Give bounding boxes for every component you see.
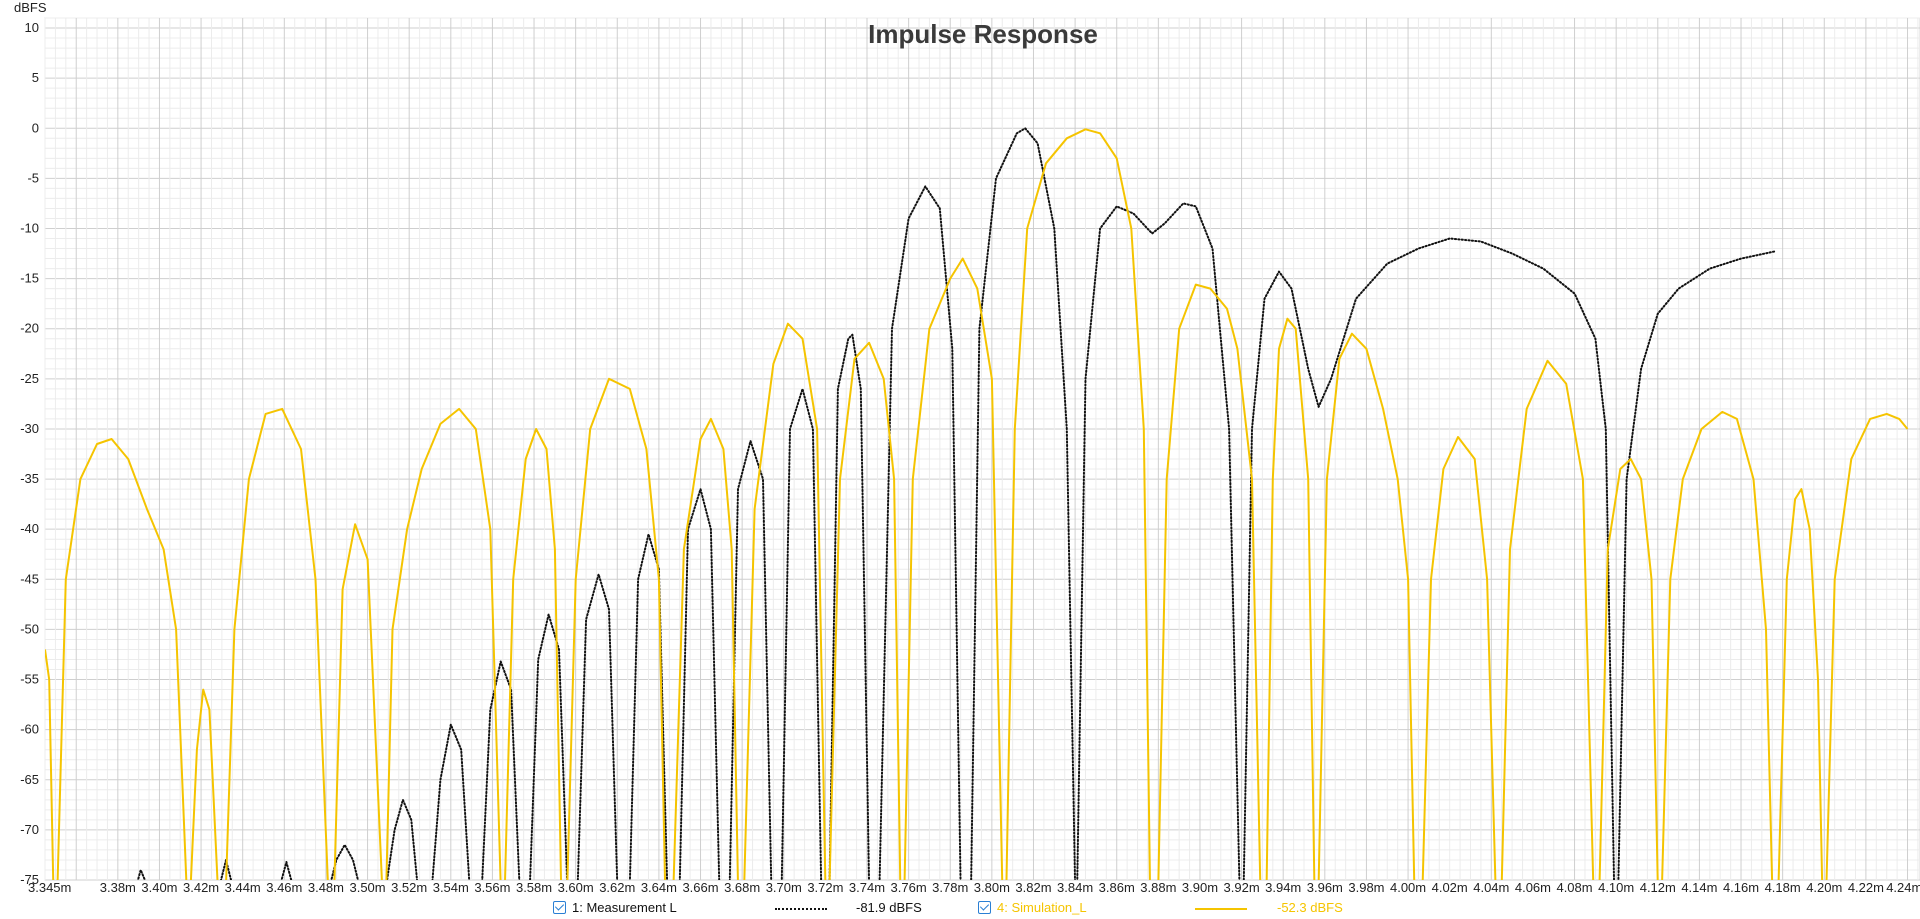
- x-tick-label: 4.18m: [1765, 880, 1801, 895]
- legend-value-simulation: -52.3 dBFS: [1277, 900, 1343, 915]
- y-tick-label: -75: [20, 872, 39, 887]
- legend-value-label: -81.9 dBFS: [856, 900, 922, 915]
- x-tick-label: 3.90m: [1182, 880, 1218, 895]
- x-tick-label: 3.60m: [558, 880, 594, 895]
- x-tick-label: 3.84m: [1057, 880, 1093, 895]
- x-axis-ticks: 3.345m 3.38m 3.40m 3.42m 3.44m 3.46m 3.48m 3.50…: [28, 880, 1920, 895]
- x-tick-label: 3.62m: [599, 880, 635, 895]
- x-tick-label: 3.66m: [682, 880, 718, 895]
- x-tick-label: 4.22m: [1848, 880, 1884, 895]
- x-tick-label: 3.44m: [225, 880, 261, 895]
- y-tick-label: -25: [20, 371, 39, 386]
- impulse-response-chart: dBFS 10 5 0 -5 -10 -15 -20 -25 -30 -35 -40 -45 -50 -5…: [14, 0, 1920, 895]
- x-tick-label: 4.16m: [1723, 880, 1759, 895]
- x-tick-label: 4.04m: [1473, 880, 1509, 895]
- y-tick-label: -35: [20, 471, 39, 486]
- x-tick-label: 4.02m: [1432, 880, 1468, 895]
- x-tick-label: 3.86m: [1099, 880, 1135, 895]
- x-tick-label: 3.46m: [266, 880, 302, 895]
- x-tick-label: 3.50m: [349, 880, 385, 895]
- x-tick-label: 3.58m: [516, 880, 552, 895]
- y-tick-label: -60: [20, 722, 39, 737]
- y-tick-label: -40: [20, 521, 39, 536]
- y-tick-label: -65: [20, 772, 39, 787]
- x-tick-label: 3.92m: [1224, 880, 1260, 895]
- legend-item-measurement[interactable]: 1: Measurement L: [553, 900, 677, 915]
- legend-item-simulation[interactable]: 4: Simulation_L: [978, 900, 1087, 915]
- legend-line-swatch-measurement: [775, 908, 827, 910]
- series-line-simulation: [45, 128, 1909, 880]
- x-tick-label: 3.80m: [974, 880, 1010, 895]
- y-tick-label: 5: [32, 70, 39, 85]
- checkbox-icon[interactable]: [978, 901, 991, 914]
- series-group: [45, 127, 1909, 880]
- chart-title: Impulse Response: [868, 19, 1098, 49]
- x-tick-label: 3.38m: [100, 880, 136, 895]
- x-tick-label: 3.78m: [932, 880, 968, 895]
- y-tick-label: -15: [20, 271, 39, 286]
- y-tick-label: -70: [20, 822, 39, 837]
- x-tick-label: 3.52m: [391, 880, 427, 895]
- x-tick-label: 3.88m: [1140, 880, 1176, 895]
- x-tick-label: 3.96m: [1307, 880, 1343, 895]
- x-tick-label: 3.94m: [1265, 880, 1301, 895]
- x-tick-label: 4.08m: [1556, 880, 1592, 895]
- y-tick-label: -10: [20, 220, 39, 235]
- x-tick-label: 4.10m: [1598, 880, 1634, 895]
- x-tick-label: 3.68m: [724, 880, 760, 895]
- y-axis-ticks: 10 5 0 -5 -10 -15 -20 -25 -30 -35 -40 -45 -50 -55 -60 -…: [20, 20, 39, 887]
- legend: 1: Measurement L -81.9 dBFS 4: Simulatio…: [0, 898, 1920, 918]
- legend-value-measurement: -81.9 dBFS: [856, 900, 922, 915]
- y-tick-label: 10: [25, 20, 39, 35]
- grid: [44, 17, 1920, 881]
- legend-line-swatch-simulation: [1195, 908, 1247, 910]
- x-tick-label: 3.48m: [308, 880, 344, 895]
- x-tick-label: 3.56m: [474, 880, 510, 895]
- x-tick-label: 4.00m: [1390, 880, 1426, 895]
- legend-series-label: 4: Simulation_L: [997, 900, 1087, 915]
- x-tick-label: 3.64m: [641, 880, 677, 895]
- y-tick-label: -20: [20, 321, 39, 336]
- x-tick-label: 4.20m: [1806, 880, 1842, 895]
- x-tick-label: 3.345m: [28, 880, 71, 895]
- x-tick-label: 4.24ms: [1886, 880, 1920, 895]
- y-tick-label: -30: [20, 421, 39, 436]
- legend-value-label: -52.3 dBFS: [1277, 900, 1343, 915]
- y-tick-label: -45: [20, 571, 39, 586]
- checkbox-icon[interactable]: [553, 901, 566, 914]
- x-tick-label: 3.74m: [849, 880, 885, 895]
- legend-series-label: 1: Measurement L: [572, 900, 677, 915]
- x-tick-label: 3.42m: [183, 880, 219, 895]
- x-tick-label: 4.06m: [1515, 880, 1551, 895]
- x-tick-label: 3.54m: [433, 880, 469, 895]
- y-tick-label: 0: [32, 120, 39, 135]
- y-tick-label: -55: [20, 672, 39, 687]
- y-tick-label: -50: [20, 621, 39, 636]
- x-tick-label: 4.12m: [1640, 880, 1676, 895]
- x-tick-label: 4.14m: [1681, 880, 1717, 895]
- x-tick-label: 3.76m: [891, 880, 927, 895]
- x-tick-label: 3.70m: [766, 880, 802, 895]
- y-axis-unit-label: dBFS: [14, 0, 47, 15]
- y-tick-label: -5: [27, 170, 39, 185]
- series-line-measurement: [136, 127, 1776, 880]
- x-tick-label: 3.98m: [1348, 880, 1384, 895]
- x-tick-label: 3.72m: [807, 880, 843, 895]
- x-tick-label: 3.82m: [1015, 880, 1051, 895]
- x-tick-label: 3.40m: [141, 880, 177, 895]
